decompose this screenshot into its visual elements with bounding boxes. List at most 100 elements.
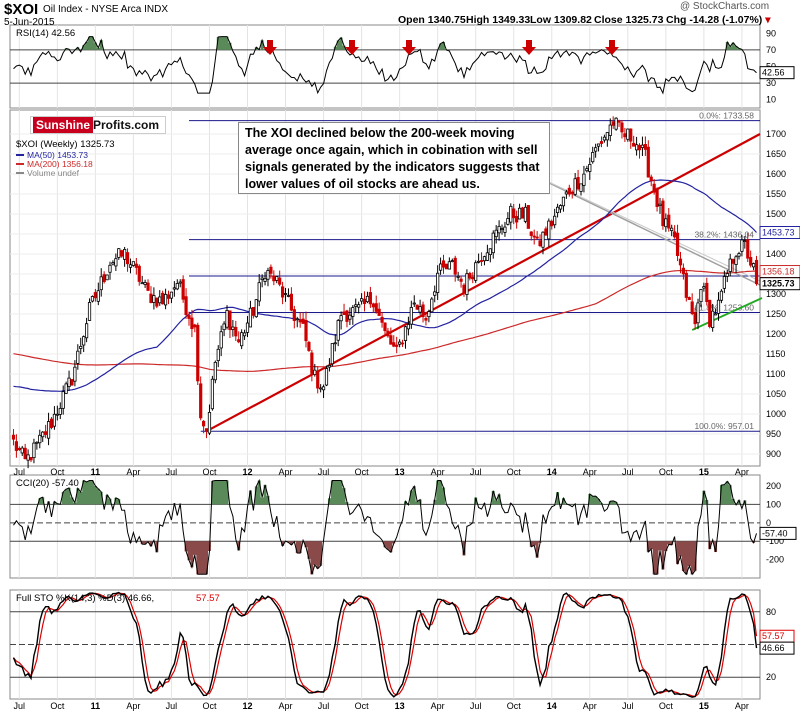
candle-body: [99, 276, 103, 291]
logo-part1: Sunshine: [33, 117, 94, 133]
candle-body: [386, 330, 390, 337]
stoch-x-tick-9: Oct: [355, 701, 370, 711]
candle-body: [190, 317, 194, 330]
rsi-y-tick-1: 70: [766, 45, 776, 55]
candle-body: [380, 316, 384, 323]
candle-body: [131, 261, 136, 266]
stoch-k-last-box: [759, 641, 795, 655]
annotation-box: The XOI declined below the 200-week movi…: [238, 122, 550, 194]
candle-body: [184, 296, 188, 315]
sell-arrow-stem-0: [267, 40, 273, 47]
candle-body: [406, 324, 411, 330]
candle-body: [515, 215, 519, 223]
change-value: Chg -14.28 (-1.07%) ▾: [666, 14, 771, 26]
candle-body: [354, 304, 358, 307]
candle-body: [82, 336, 86, 346]
stoch-x-tick-18: 15: [699, 701, 709, 711]
candle-body: [137, 265, 141, 282]
price-y-tick-6: 1400: [766, 249, 786, 259]
price-y-tick-8: 1300: [766, 289, 786, 299]
candle-body: [632, 142, 636, 147]
candle-body: [494, 229, 498, 238]
candle-body: [222, 323, 226, 331]
candle-body: [488, 248, 492, 255]
cci-y-tick-3: -100: [766, 536, 784, 546]
stoch-x-tick-6: 12: [242, 701, 252, 711]
symbol: $XOI: [4, 1, 39, 18]
candle-body: [412, 302, 416, 305]
candle-body: [269, 266, 273, 274]
candle-body: [342, 311, 346, 315]
candle-body: [737, 253, 741, 257]
candle-body: [400, 342, 405, 345]
cci-y-tick-4: -200: [766, 555, 784, 565]
candle-body: [705, 282, 709, 302]
price-x-tick-14: 14: [547, 467, 557, 477]
candle-body: [207, 412, 212, 434]
cci-last-label: -57.40: [762, 528, 788, 538]
price-x-tick-18: 15: [699, 467, 709, 477]
candle-body: [605, 132, 609, 141]
candle-body: [20, 447, 24, 454]
copyright: @ StockCharts.com: [680, 1, 770, 12]
candle-body: [202, 420, 206, 427]
price-y-tick-9: 1250: [766, 309, 786, 319]
candle-body: [14, 441, 18, 451]
candle-body: [398, 341, 402, 345]
stoch-x-tick-0: Jul: [14, 701, 26, 711]
candle-body: [722, 276, 726, 289]
candle-body: [41, 431, 45, 438]
candle-body: [713, 313, 718, 316]
sell-arrow-stem-1: [349, 40, 355, 47]
candle-body: [474, 262, 478, 281]
price-y-tick-13: 1050: [766, 389, 786, 399]
candle-body: [181, 279, 185, 300]
candle-body: [254, 299, 258, 318]
candle-body: [485, 252, 489, 261]
candle-body: [716, 299, 721, 314]
red-trendline: [206, 133, 761, 433]
rsi-y-tick-0: 90: [766, 28, 776, 38]
candle-body: [696, 302, 700, 324]
price-x-tick-19: Apr: [735, 467, 749, 477]
candle-body: [114, 258, 118, 267]
cci-line: [13, 478, 757, 576]
candle-body: [392, 342, 396, 347]
candle-body: [73, 366, 77, 382]
candle-body: [608, 124, 612, 136]
price-y-tick-3: 1550: [766, 189, 786, 199]
candle-body: [275, 276, 279, 281]
candle-body: [389, 335, 393, 345]
price-x-tick-12: Jul: [470, 467, 482, 477]
price-legend-item-2: Volume undef: [27, 168, 80, 178]
candle-body: [199, 383, 203, 419]
candle-body: [210, 378, 214, 410]
green-trendline: [691, 297, 763, 331]
candle-body: [535, 236, 539, 239]
candle-body: [708, 299, 712, 327]
stoch-d-line: [13, 592, 758, 698]
price-y-tick-10: 1200: [766, 329, 786, 339]
candle-body: [55, 413, 59, 416]
candle-body: [611, 121, 615, 126]
sell-arrow-stem-4: [609, 40, 615, 47]
stoch-title-k: Full STO %K(14,3) %D(3) 46.66,: [16, 593, 154, 604]
candle-body: [477, 260, 481, 263]
candle-body: [283, 293, 288, 295]
stoch-x-tick-3: Apr: [126, 701, 140, 711]
candle-body: [456, 276, 460, 278]
candle-body: [658, 203, 662, 207]
close-value: Close 1325.73: [594, 14, 664, 26]
ma50-line: [13, 179, 757, 392]
candle-body: [640, 144, 645, 148]
candle-body: [242, 332, 247, 337]
candle-body: [754, 259, 759, 285]
candle-body: [655, 188, 659, 207]
cci-y-tick-0: 200: [766, 481, 781, 491]
price-x-tick-13: Oct: [507, 467, 522, 477]
price-x-tick-10: 13: [395, 467, 405, 477]
candle-body: [421, 304, 425, 318]
candle-body: [746, 239, 750, 259]
candle-body: [172, 287, 176, 290]
candle-body: [307, 341, 311, 351]
